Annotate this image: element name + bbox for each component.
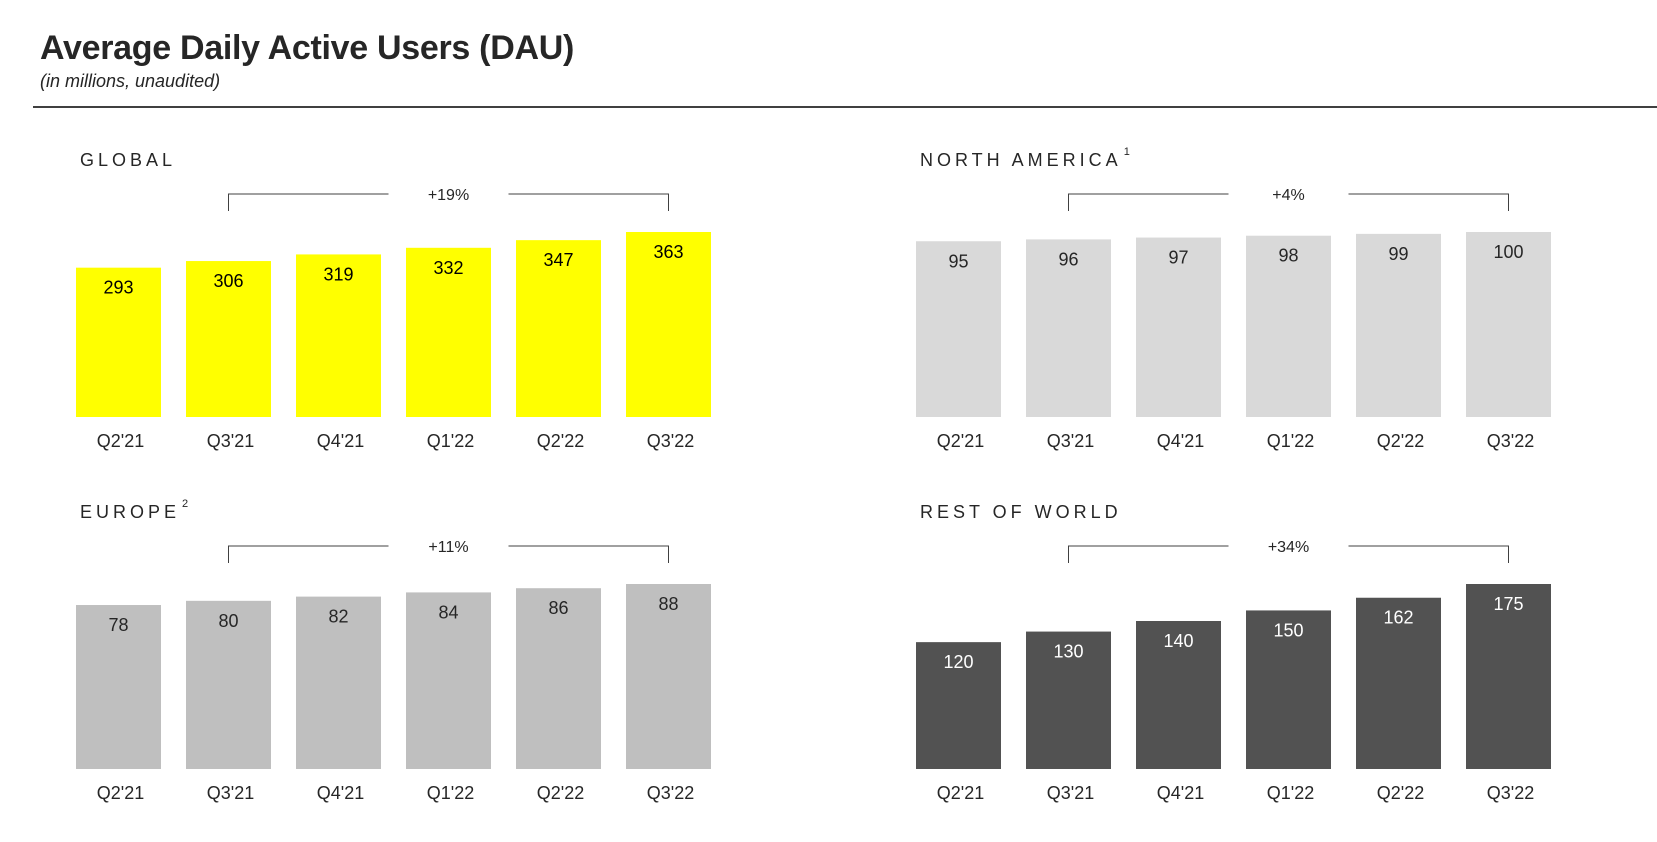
data-label: 332 (433, 258, 463, 278)
x-tick-label: Q2'22 (537, 783, 584, 803)
data-label: 319 (323, 264, 353, 284)
x-tick-label: Q1'22 (1267, 783, 1314, 803)
chart-panel-global: GLOBAL 293 Q2'21 306 Q3'21 319 Q4'21 332 Q1'22 3… (40, 150, 770, 490)
data-label: 150 (1273, 620, 1303, 640)
data-label: 99 (1388, 244, 1408, 264)
chart-panel-europe: EUROPE 2 78 Q2'21 80 Q3'21 82 Q4'21 84 Q1'22 86 Q2… (40, 498, 770, 842)
x-tick-label: Q1'22 (427, 783, 474, 803)
x-tick-label: Q2'22 (1377, 783, 1424, 803)
x-tick-label: Q2'22 (1377, 431, 1424, 451)
data-label: 95 (948, 251, 968, 271)
bar-Q2'22 (1356, 597, 1441, 769)
chart-panel-rest-of-world: REST OF WORLD 120 Q2'21 130 Q3'21 140 Q4'21 15… (880, 502, 1610, 842)
x-tick-label: Q1'22 (427, 431, 474, 451)
bar-Q2'21 (76, 605, 161, 769)
data-label: 88 (658, 594, 678, 614)
chart-title: GLOBAL (80, 150, 177, 170)
data-label: 96 (1058, 249, 1078, 269)
x-tick-label: Q4'21 (317, 431, 364, 451)
x-tick-label: Q1'22 (1267, 431, 1314, 451)
bar-Q1'22 (1246, 610, 1331, 769)
header-divider (33, 106, 1657, 108)
x-tick-label: Q3'22 (647, 783, 694, 803)
data-label: 86 (548, 598, 568, 618)
data-label: 363 (653, 242, 683, 262)
data-label: 84 (438, 602, 458, 622)
bar-Q3'21 (1026, 239, 1111, 417)
data-label: 97 (1168, 248, 1188, 268)
x-tick-label: Q3'22 (1487, 431, 1534, 451)
x-tick-label: Q3'21 (1047, 431, 1094, 451)
x-tick-label: Q2'21 (937, 783, 984, 803)
data-label: 100 (1493, 242, 1523, 262)
bar-Q2'22 (516, 240, 601, 417)
data-label: 140 (1163, 631, 1193, 651)
x-tick-label: Q2'21 (97, 783, 144, 803)
data-label: 175 (1493, 594, 1523, 614)
bar-Q1'22 (406, 247, 491, 417)
growth-bracket (1068, 193, 1509, 211)
growth-bracket (1068, 545, 1509, 563)
x-tick-label: Q3'21 (207, 783, 254, 803)
bar-chart-north-america: 95 Q2'21 96 Q3'21 97 Q4'21 98 Q1'22 99 Q2'22 100 Q3… (916, 187, 1551, 451)
x-tick-label: Q2'22 (537, 431, 584, 451)
bar-Q1'22 (1246, 235, 1331, 417)
bar-Q4'21 (296, 254, 381, 417)
bar-Q2'21 (916, 642, 1001, 769)
x-tick-label: Q3'21 (1047, 783, 1094, 803)
page-header: Average Daily Active Users (DAU) (in mil… (40, 26, 574, 92)
x-tick-label: Q3'22 (1487, 783, 1534, 803)
bar-chart-global: 293 Q2'21 306 Q3'21 319 Q4'21 332 Q1'22 347 Q2'22… (76, 187, 711, 451)
bar-Q1'22 (406, 592, 491, 769)
growth-bracket (228, 193, 669, 211)
bar-Q3'21 (186, 600, 271, 769)
chart-title: NORTH AMERICA 1 (920, 146, 1130, 170)
data-label: 130 (1053, 642, 1083, 662)
bar-Q3'22 (1466, 584, 1551, 769)
page-title: Average Daily Active Users (DAU) (40, 29, 574, 67)
x-tick-label: Q2'21 (97, 431, 144, 451)
bar-Q3'22 (626, 232, 711, 417)
growth-label: +34% (1268, 539, 1309, 556)
bar-chart-europe: 78 Q2'21 80 Q3'21 82 Q4'21 84 Q1'22 86 Q2'22 88 Q3'… (76, 539, 711, 803)
data-label: 347 (543, 250, 573, 270)
bar-Q3'22 (626, 584, 711, 769)
chart-title: REST OF WORLD (920, 502, 1122, 522)
bar-Q4'21 (1136, 237, 1221, 417)
chart-title: EUROPE 2 (80, 498, 189, 522)
x-tick-label: Q3'21 (207, 431, 254, 451)
bar-Q2'21 (916, 241, 1001, 417)
bar-Q3'22 (1466, 232, 1551, 417)
bar-Q3'21 (1026, 631, 1111, 769)
data-label: 98 (1278, 246, 1298, 266)
bar-Q4'21 (296, 596, 381, 769)
growth-bracket (228, 545, 669, 563)
data-label: 80 (218, 611, 238, 631)
bar-Q2'22 (516, 588, 601, 769)
data-label: 293 (103, 278, 133, 298)
bar-Q2'21 (76, 267, 161, 417)
bar-Q2'22 (1356, 233, 1441, 417)
growth-label: +4% (1272, 187, 1304, 204)
chart-panel-north-america: NORTH AMERICA 1 95 Q2'21 96 Q3'21 97 Q4'21 98 Q1… (880, 146, 1610, 490)
x-tick-label: Q4'21 (1157, 431, 1204, 451)
data-label: 306 (213, 271, 243, 291)
x-tick-label: Q2'21 (937, 431, 984, 451)
page-subtitle: (in millions, unaudited) (40, 71, 221, 91)
x-tick-label: Q4'21 (317, 783, 364, 803)
data-label: 78 (108, 615, 128, 635)
data-label: 162 (1383, 608, 1413, 628)
x-tick-label: Q3'22 (647, 431, 694, 451)
x-tick-label: Q4'21 (1157, 783, 1204, 803)
data-label: 82 (328, 607, 348, 627)
bar-chart-rest-of-world: 120 Q2'21 130 Q3'21 140 Q4'21 150 Q1'22 162 Q2'22… (916, 539, 1551, 803)
data-label: 120 (943, 652, 973, 672)
bar-Q4'21 (1136, 621, 1221, 769)
bar-Q3'21 (186, 261, 271, 417)
growth-label: +11% (428, 539, 468, 556)
growth-label: +19% (428, 187, 469, 204)
